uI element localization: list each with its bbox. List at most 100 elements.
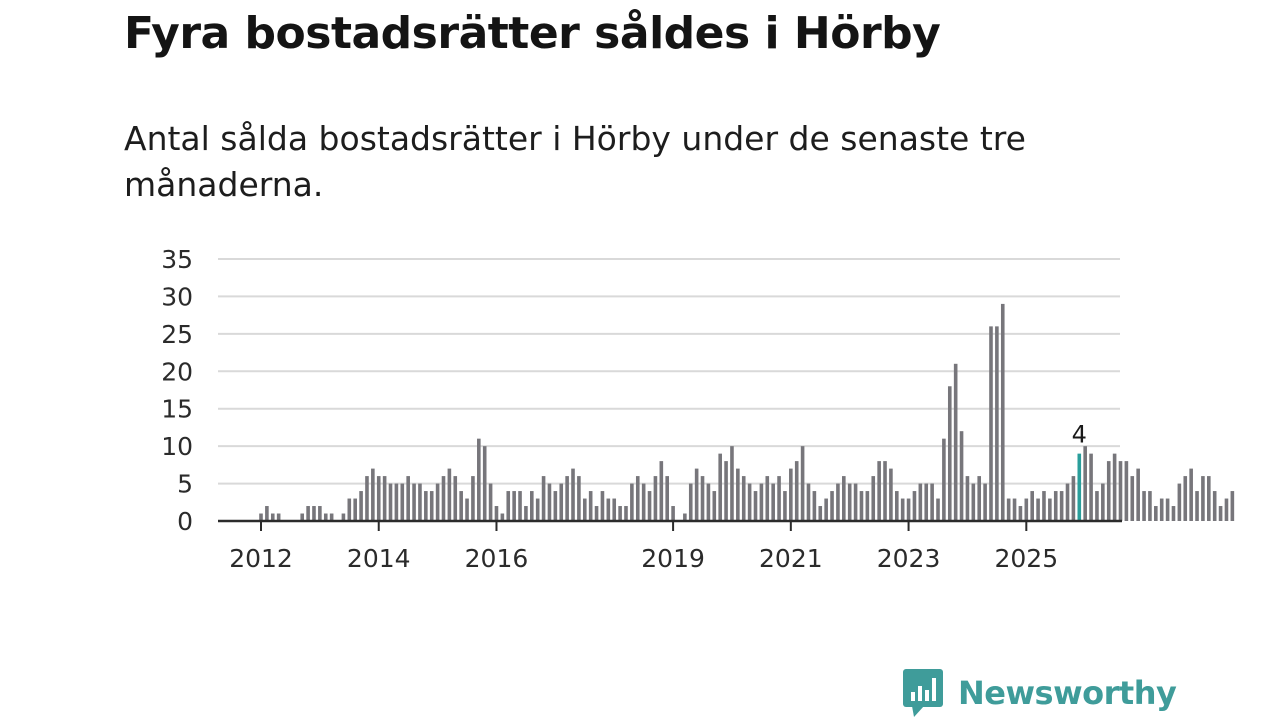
bar xyxy=(859,491,864,521)
bar xyxy=(959,431,964,521)
bar xyxy=(1195,491,1199,521)
bar-highlight xyxy=(1077,453,1082,521)
bar xyxy=(1218,506,1223,521)
bar xyxy=(1006,498,1011,521)
bar xyxy=(541,476,546,521)
bar xyxy=(1224,498,1229,521)
x-axis: 2012 2014 2016 2019 2021 2023 2025 xyxy=(218,519,1122,573)
bar xyxy=(512,491,516,521)
bar xyxy=(895,491,899,521)
bar xyxy=(482,446,487,521)
highlight-value-label: 4 xyxy=(1072,421,1087,449)
bar xyxy=(995,326,999,521)
bar xyxy=(1042,491,1046,521)
bar xyxy=(759,483,764,521)
bar xyxy=(565,476,569,521)
bar xyxy=(753,491,758,521)
bar xyxy=(1148,491,1152,521)
bar xyxy=(582,498,587,521)
bar xyxy=(1089,453,1093,521)
bar xyxy=(1071,476,1076,521)
x-tick-label: 2023 xyxy=(877,544,941,573)
bar xyxy=(1159,498,1164,521)
bar xyxy=(453,476,458,521)
bar xyxy=(889,468,893,521)
bar xyxy=(971,483,976,521)
bar xyxy=(671,506,675,521)
bar xyxy=(730,446,734,521)
y-tick-label: 20 xyxy=(161,357,193,386)
bar xyxy=(700,476,705,521)
bar xyxy=(1165,498,1170,521)
bar xyxy=(488,483,493,521)
bar xyxy=(635,476,640,521)
bar xyxy=(1018,506,1023,521)
y-tick-label: 25 xyxy=(161,320,193,349)
bar xyxy=(906,498,911,521)
bar xyxy=(306,506,310,521)
bar xyxy=(1024,498,1029,521)
bar xyxy=(818,506,823,521)
bar xyxy=(1154,506,1158,521)
bar xyxy=(653,476,658,521)
newsworthy-logo: Newsworthy xyxy=(902,668,1177,718)
bar xyxy=(553,491,558,521)
bar xyxy=(965,476,970,521)
y-axis: 0 5 10 15 20 25 30 35 xyxy=(161,245,193,536)
bar xyxy=(535,498,540,521)
bar xyxy=(1212,491,1217,521)
bar xyxy=(747,483,752,521)
bar xyxy=(983,483,987,521)
bar xyxy=(382,476,387,521)
bar xyxy=(418,483,422,521)
bar xyxy=(1106,461,1111,521)
bar xyxy=(365,476,369,521)
bar xyxy=(624,506,628,521)
bar xyxy=(883,461,887,521)
bar xyxy=(359,491,363,521)
bar xyxy=(741,476,746,521)
bar xyxy=(547,483,552,521)
bar xyxy=(1059,491,1064,521)
bar xyxy=(524,506,528,521)
bar xyxy=(376,476,381,521)
bar xyxy=(659,461,664,521)
bar xyxy=(865,491,870,521)
bar xyxy=(1030,491,1034,521)
bar xyxy=(424,491,428,521)
bar xyxy=(518,491,522,521)
bar xyxy=(789,468,793,521)
bar xyxy=(1201,476,1205,521)
bar xyxy=(1000,303,1005,521)
bar xyxy=(853,483,858,521)
bar xyxy=(989,326,993,521)
bar xyxy=(347,498,352,521)
bar xyxy=(530,491,534,521)
bar xyxy=(842,476,846,521)
x-tick-label: 2025 xyxy=(994,544,1058,573)
bar xyxy=(953,363,958,521)
bar xyxy=(777,476,781,521)
bar xyxy=(688,483,693,521)
bar xyxy=(400,483,405,521)
bar xyxy=(706,483,711,521)
bar xyxy=(300,513,305,521)
bar xyxy=(606,498,611,521)
bar xyxy=(824,498,828,521)
newsworthy-chat-chart-icon xyxy=(903,669,943,717)
bar xyxy=(459,491,463,521)
chart-title: Fyra bostadsrätter såldes i Hörby xyxy=(124,8,941,59)
bar xyxy=(812,491,817,521)
bar xyxy=(341,513,346,521)
bar xyxy=(1118,461,1123,521)
bar xyxy=(1230,491,1235,521)
brand-name: Newsworthy xyxy=(958,674,1177,712)
bar xyxy=(465,498,469,521)
bar xyxy=(1130,476,1135,521)
bar xyxy=(942,438,946,521)
bar xyxy=(477,438,481,521)
bar xyxy=(1012,498,1017,521)
bar xyxy=(1177,483,1182,521)
bar xyxy=(918,483,923,521)
bar xyxy=(800,446,805,521)
